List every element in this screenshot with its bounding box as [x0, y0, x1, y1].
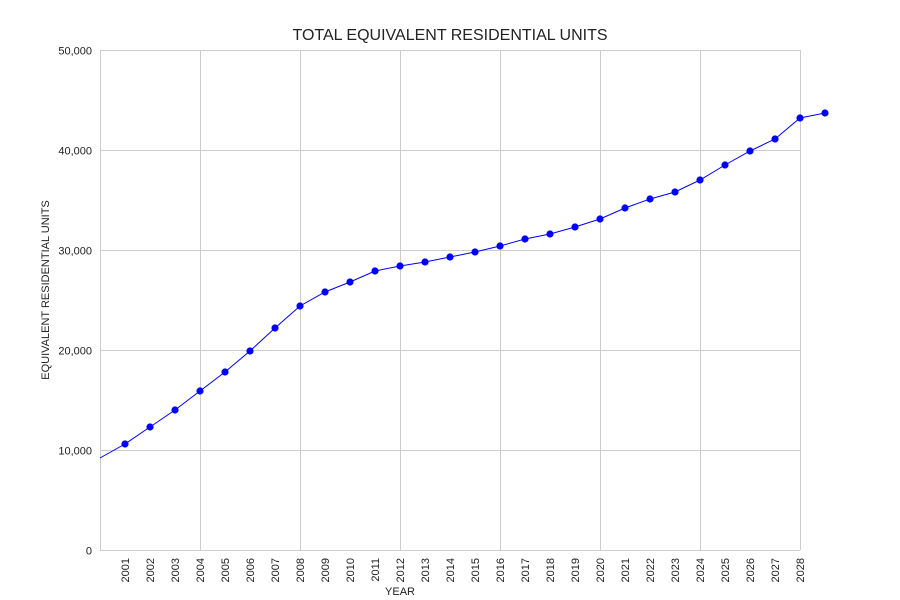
data-point: [146, 423, 154, 431]
data-point: [821, 109, 829, 117]
x-tick-label: 2002: [145, 558, 157, 582]
data-point: [571, 223, 579, 231]
x-tick-label: 2010: [345, 558, 357, 582]
x-tick-label: 2012: [395, 558, 407, 582]
data-point: [421, 258, 429, 266]
data-point: [271, 324, 279, 332]
data-point: [446, 253, 454, 261]
y-tick-label: 10,000: [58, 446, 92, 458]
data-point: [746, 147, 754, 155]
data-point: [521, 235, 529, 243]
x-tick-label: 2014: [445, 558, 457, 582]
series-line: [99, 112, 826, 459]
data-point: [346, 278, 354, 286]
y-tick-label: 20,000: [58, 346, 92, 358]
x-tick-label: 2024: [695, 558, 707, 582]
x-tick-label: 2004: [195, 558, 207, 582]
data-point: [196, 387, 204, 395]
data-point: [671, 188, 679, 196]
x-axis-label: YEAR: [385, 586, 415, 598]
x-tick-label: 2007: [270, 558, 282, 582]
y-axis-ticks: 0 10,000 20,000 30,000 40,000 50,000: [58, 46, 92, 558]
x-axis-ticks: 2001 2002 2003 2004 2005 2006 2007 2008 2009 2010…: [120, 558, 807, 582]
data-point: [496, 242, 504, 250]
data-point: [721, 161, 729, 169]
x-tick-label: 2019: [570, 558, 582, 582]
x-tick-label: 2006: [245, 558, 257, 582]
x-tick-label: 2008: [295, 558, 307, 582]
x-tick-label: 2003: [170, 558, 182, 582]
data-point: [171, 406, 179, 414]
data-point: [121, 440, 129, 448]
y-tick-label: 50,000: [58, 46, 92, 58]
data-point: [596, 215, 604, 223]
x-tick-label: 2015: [470, 558, 482, 582]
x-tick-label: 2016: [495, 558, 507, 582]
data-point: [646, 195, 654, 203]
data-point: [221, 368, 229, 376]
data-point: [796, 114, 804, 122]
y-tick-label: 30,000: [58, 246, 92, 258]
data-point: [471, 248, 479, 256]
x-tick-label: 2001: [120, 558, 132, 582]
data-point: [546, 230, 554, 238]
x-tick-label: 2021: [620, 558, 632, 582]
data-point: [296, 302, 304, 310]
data-point: [371, 267, 379, 275]
grid: [100, 50, 801, 551]
data-point: [621, 204, 629, 212]
chart-title: TOTAL EQUIVALENT RESIDENTIAL UNITS: [292, 27, 607, 44]
data-point: [771, 135, 779, 143]
x-tick-label: 2011: [370, 558, 382, 582]
x-tick-label: 2028: [795, 558, 807, 582]
x-tick-label: 2005: [220, 558, 232, 582]
x-tick-label: 2009: [320, 558, 332, 582]
y-tick-label: 40,000: [58, 146, 92, 158]
data-point: [321, 288, 329, 296]
series-erus: [99, 109, 829, 459]
x-tick-label: 2023: [670, 558, 682, 582]
x-tick-label: 2020: [595, 558, 607, 582]
x-tick-label: 2025: [720, 558, 732, 582]
data-point: [696, 176, 704, 184]
data-point: [396, 262, 404, 270]
y-tick-label: 0: [86, 546, 92, 558]
x-tick-label: 2013: [420, 558, 432, 582]
x-tick-label: 2027: [770, 558, 782, 582]
x-tick-label: 2018: [545, 558, 557, 582]
data-point: [246, 347, 254, 355]
x-tick-label: 2022: [645, 558, 657, 582]
y-axis-label: EQUIVALENT RESIDENTIAL UNITS: [40, 200, 52, 380]
x-tick-label: 2026: [745, 558, 757, 582]
x-tick-label: 2017: [520, 558, 532, 582]
